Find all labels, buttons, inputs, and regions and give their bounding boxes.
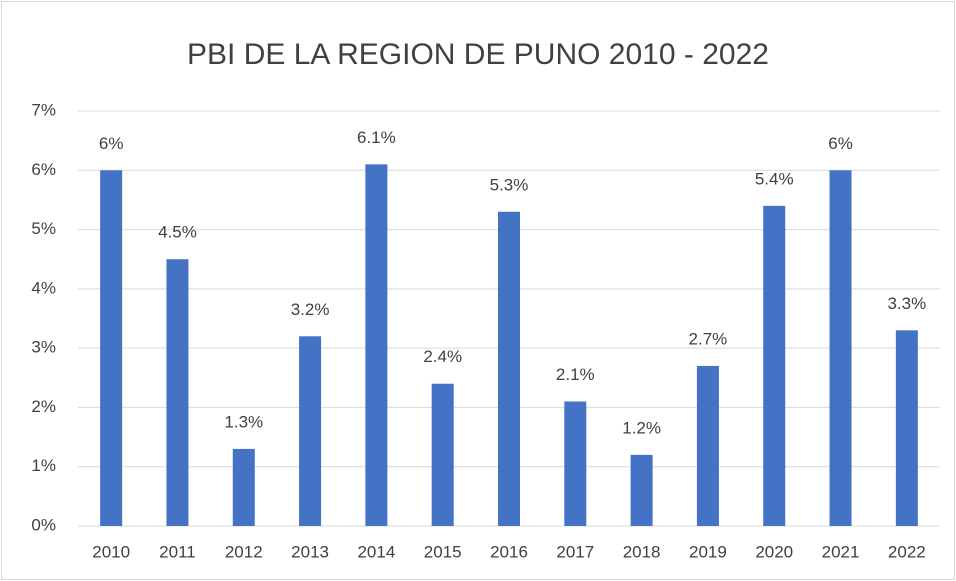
bar (166, 259, 189, 526)
x-tick-label: 2016 (490, 542, 528, 561)
data-label: 5.3% (490, 175, 529, 194)
data-label: 2.7% (689, 329, 728, 348)
x-tick-label: 2018 (623, 542, 661, 561)
x-tick-label: 2010 (92, 542, 130, 561)
bar (100, 170, 123, 527)
x-tick-label: 2013 (291, 542, 329, 561)
chart-title: PBI DE LA REGION DE PUNO 2010 - 2022 (187, 38, 769, 71)
bar (498, 211, 520, 527)
y-tick-label: 3% (31, 338, 56, 357)
data-label: 3.2% (291, 300, 330, 319)
y-tick-label: 7% (31, 100, 56, 119)
bar (564, 401, 587, 526)
data-label: 2.4% (423, 347, 462, 366)
data-label: 6.1% (357, 128, 396, 147)
x-tick-label: 2014 (357, 542, 395, 561)
bar (696, 365, 719, 526)
x-tick-label: 2019 (689, 542, 727, 561)
data-label: 6% (828, 134, 853, 153)
data-label: 5.4% (755, 169, 794, 188)
data-label: 4.5% (158, 223, 197, 242)
y-tick-label: 0% (31, 515, 56, 534)
bar (630, 454, 653, 526)
y-tick-label: 2% (31, 397, 56, 416)
data-label: 2.1% (556, 365, 595, 384)
y-tick-label: 4% (31, 278, 56, 297)
x-tick-label: 2020 (755, 542, 793, 561)
y-tick-label: 1% (31, 456, 56, 475)
data-label: 3.3% (887, 294, 926, 313)
bar (365, 164, 388, 526)
x-tick-label: 2012 (225, 542, 263, 561)
bar (829, 170, 852, 527)
bar (299, 336, 322, 526)
x-tick-label: 2022 (888, 542, 926, 561)
x-tick-label: 2011 (159, 542, 196, 561)
x-tick-label: 2021 (822, 542, 860, 561)
bar (895, 330, 918, 526)
bar (232, 448, 255, 526)
bar (431, 383, 454, 526)
y-tick-label: 5% (31, 219, 56, 238)
bar (763, 205, 786, 526)
y-tick-label: 6% (31, 160, 56, 179)
x-tick-label: 2017 (556, 542, 594, 561)
data-label: 1.2% (622, 418, 661, 437)
data-label: 1.3% (224, 412, 263, 431)
data-label: 6% (99, 134, 124, 153)
x-tick-label: 2015 (424, 542, 462, 561)
